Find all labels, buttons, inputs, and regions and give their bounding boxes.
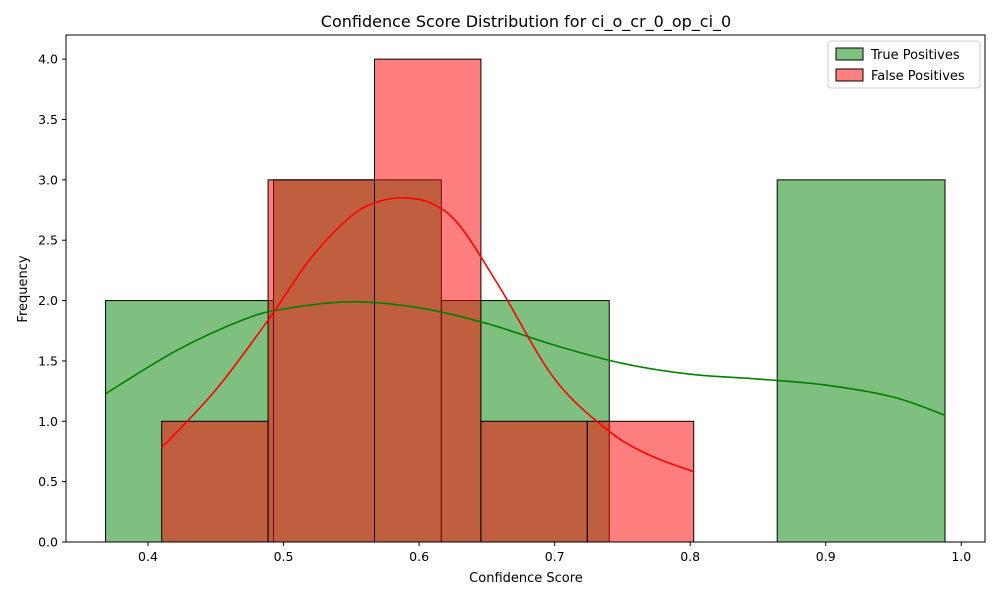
y-tick-label: 2.0	[38, 293, 58, 308]
x-axis-label: Confidence Score	[469, 571, 583, 586]
series-1-bars	[161, 58, 695, 543]
x-tick-label: 1.0	[951, 549, 971, 564]
y-tick-label: 2.5	[38, 233, 58, 248]
x-tick-label: 0.9	[816, 549, 836, 564]
y-tick-label: 3.5	[38, 112, 58, 127]
legend-label-false-positives: False Positives	[871, 69, 965, 84]
legend-swatch-false-positives	[835, 68, 864, 82]
axes-frame	[65, 34, 986, 543]
histogram-bar	[374, 58, 482, 543]
y-tick-label: 3.0	[38, 172, 58, 187]
y-tick-label: 4.0	[38, 52, 58, 67]
y-tick-label: 0.5	[38, 474, 58, 489]
x-tick-label: 0.4	[138, 549, 158, 564]
y-tick-label: 0.0	[38, 535, 58, 550]
y-tick-label: 1.0	[38, 414, 58, 429]
histogram-bar	[161, 420, 269, 543]
histogram-bar	[480, 420, 588, 543]
legend-label-true-positives: True Positives	[870, 48, 960, 63]
kde-curve-series-1	[160, 197, 695, 473]
x-tick-label: 0.8	[680, 549, 700, 564]
plot-area	[105, 58, 946, 543]
y-axis-label: Frequency	[16, 255, 31, 322]
y-tick-label: 1.5	[38, 353, 58, 368]
chart-title: Confidence Score Distribution for ci_o_c…	[321, 12, 731, 32]
x-tick-label: 0.5	[274, 549, 294, 564]
legend-swatch-true-positives	[835, 47, 864, 61]
kde-curve-series-0	[105, 300, 946, 417]
x-tick-label: 0.7	[545, 549, 565, 564]
legend: True Positives False Positives	[827, 40, 981, 89]
histogram-bar	[267, 179, 376, 543]
legend-box	[827, 40, 981, 89]
x-axis: 0.4 0.5 0.6 0.7 0.8 0.9 1.0	[138, 542, 971, 564]
y-axis: 0.0 0.5 1.0 1.5 2.0 2.5 3.0 3.5 4.0	[38, 52, 66, 550]
histogram-bar	[776, 179, 946, 543]
histogram-bar	[586, 420, 695, 543]
x-tick-label: 0.6	[409, 549, 429, 564]
